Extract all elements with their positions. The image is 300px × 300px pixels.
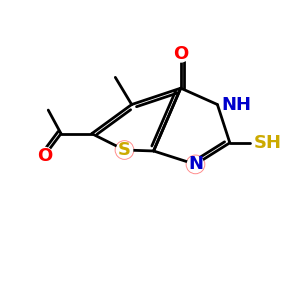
Text: S: S — [118, 141, 131, 159]
Circle shape — [115, 141, 134, 159]
Text: O: O — [37, 147, 52, 165]
Circle shape — [186, 155, 205, 174]
Text: NH: NH — [221, 95, 251, 113]
Text: SH: SH — [254, 134, 281, 152]
Text: O: O — [173, 45, 188, 63]
Circle shape — [172, 46, 189, 62]
Circle shape — [187, 156, 204, 172]
Circle shape — [116, 142, 133, 158]
Text: N: N — [188, 155, 203, 173]
Circle shape — [37, 147, 53, 164]
